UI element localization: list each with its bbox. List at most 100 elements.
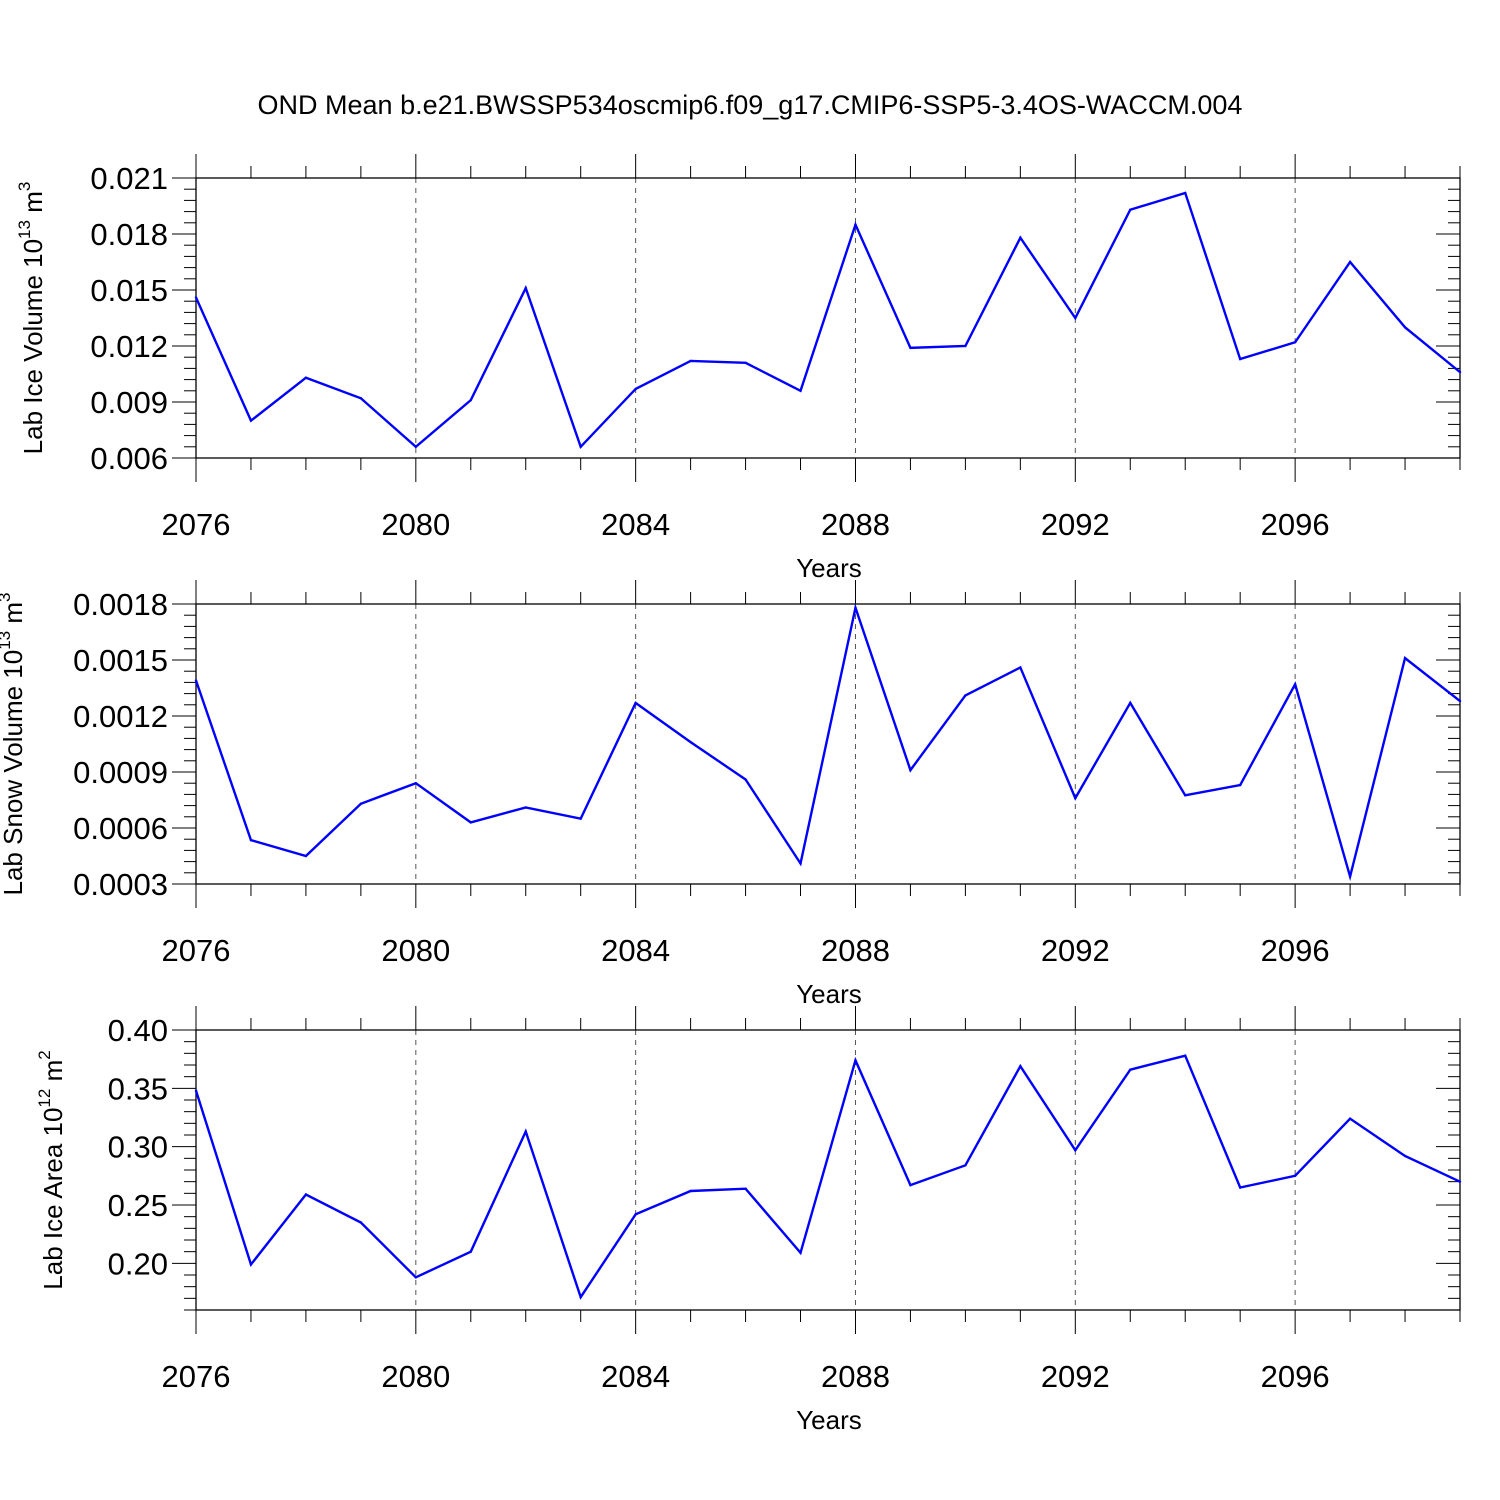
data-point <box>964 1164 967 1167</box>
chart-title: OND Mean b.e21.BWSSP534oscmip6.f09_g17.C… <box>258 90 1243 120</box>
y-tick-label: 0.20 <box>108 1246 168 1281</box>
y-tick-label: 0.0003 <box>73 867 168 902</box>
data-point <box>1458 1180 1462 1183</box>
x-tick-label: 2096 <box>1261 507 1330 542</box>
x-axis-label: Years <box>796 553 862 583</box>
x-axis-label: Years <box>796 979 862 1009</box>
y-axis-label-unit: m <box>38 1060 68 1089</box>
data-point <box>1238 1186 1242 1189</box>
data-point <box>1019 666 1022 669</box>
data-point <box>579 817 582 820</box>
data-point <box>524 1130 527 1133</box>
data-point <box>414 1276 418 1279</box>
data-point <box>909 346 912 350</box>
data-point <box>964 694 967 697</box>
x-tick-label: 2088 <box>821 933 890 968</box>
y-axis-label-text: Lab Snow Volume 10 <box>0 650 28 896</box>
x-tick-label: 2088 <box>821 507 890 542</box>
y-tick-label: 0.25 <box>108 1188 168 1223</box>
data-point <box>689 359 692 363</box>
data-point <box>414 782 418 785</box>
y-axis-label-text: Lab Ice Area 10 <box>38 1108 68 1290</box>
data-point <box>524 806 527 809</box>
data-point <box>194 679 198 682</box>
data-point <box>1293 341 1297 344</box>
data-point <box>1293 1174 1297 1178</box>
series-line <box>194 603 1461 882</box>
data-point <box>1074 1148 1077 1152</box>
data-point <box>194 1089 198 1092</box>
data-point <box>1019 1064 1022 1068</box>
data-point <box>359 397 363 400</box>
x-tick-label: 2092 <box>1041 507 1110 542</box>
panel-ice-area: 0.20 0.25 0.30 0.35 0.40 2076 2080 2084 2088 2092… <box>35 1006 1462 1435</box>
y-axis-label-exponent: 12 <box>35 1089 54 1108</box>
x-tick-label: 2092 <box>1041 933 1110 968</box>
data-point <box>304 854 308 858</box>
x-tick-label: 2076 <box>162 933 231 968</box>
y-tick-label: 0.021 <box>90 161 168 196</box>
y-axis-label-unit-exponent: 3 <box>0 592 14 601</box>
data-point <box>1348 1117 1352 1120</box>
y-axis-label-text: Lab Ice Volume 10 <box>18 239 48 454</box>
data-point <box>194 296 198 299</box>
data-point <box>909 1183 912 1187</box>
data-point <box>1238 783 1242 787</box>
x-tick-label: 2084 <box>601 507 670 542</box>
y-axis-label-exponent: 13 <box>0 631 14 650</box>
data-point <box>799 862 802 865</box>
data-point <box>469 1250 472 1253</box>
data-point <box>1238 357 1242 361</box>
data-point <box>1403 656 1407 660</box>
x-tick-label: 2080 <box>381 507 450 542</box>
x-tick-label: 2088 <box>821 1359 890 1394</box>
data-point <box>964 344 967 348</box>
y-axis-label-exponent: 13 <box>15 220 34 239</box>
data-point <box>249 1263 253 1266</box>
data-point <box>799 389 802 392</box>
data-point <box>469 398 472 402</box>
data-point <box>1074 316 1077 320</box>
y-axis-label-unit: m <box>18 191 48 220</box>
data-point <box>1458 699 1462 703</box>
data-point <box>304 376 308 379</box>
y-tick-label: 0.35 <box>108 1071 168 1106</box>
y-tick-label: 0.009 <box>90 385 168 420</box>
series-line <box>194 191 1461 450</box>
data-point <box>359 1221 363 1224</box>
data-point <box>1074 796 1077 800</box>
data-point <box>1348 875 1352 878</box>
y-axis-label-unit: m <box>0 602 28 631</box>
y-tick-label: 0.012 <box>90 329 168 364</box>
y-tick-label: 0.0015 <box>73 643 168 678</box>
data-point <box>1184 191 1187 195</box>
panel-snow-volume: 0.0003 0.0006 0.0009 0.0012 0.0015 0.0018 2076… <box>0 580 1462 1009</box>
x-tick-label: 2080 <box>381 933 450 968</box>
data-point <box>744 361 747 364</box>
x-axis-label: Years <box>796 1405 862 1435</box>
data-point <box>579 445 582 448</box>
y-tick-label: 0.0009 <box>73 755 168 790</box>
data-point <box>1129 1068 1132 1071</box>
data-point <box>854 223 857 226</box>
data-point <box>1184 1054 1187 1057</box>
data-point <box>744 778 747 781</box>
data-point <box>799 1251 802 1255</box>
x-tick-label: 2096 <box>1261 933 1330 968</box>
data-point <box>1403 326 1407 329</box>
data-point <box>414 445 418 448</box>
data-point <box>1129 208 1132 211</box>
data-point <box>249 838 253 842</box>
plot-frame <box>195 177 1461 459</box>
y-axis-label-unit-exponent: 3 <box>15 182 34 191</box>
data-point <box>1184 794 1187 797</box>
data-point <box>689 740 692 744</box>
y-axis-label: Lab Snow Volume 1013 m3 <box>0 592 28 895</box>
y-tick-label: 0.0012 <box>73 699 168 734</box>
x-tick-label: 2096 <box>1261 1359 1330 1394</box>
y-tick-label: 0.30 <box>108 1130 168 1165</box>
data-point <box>634 1213 637 1216</box>
y-axis-label-unit-exponent: 2 <box>35 1050 54 1059</box>
y-tick-label: 0.0018 <box>73 587 168 622</box>
